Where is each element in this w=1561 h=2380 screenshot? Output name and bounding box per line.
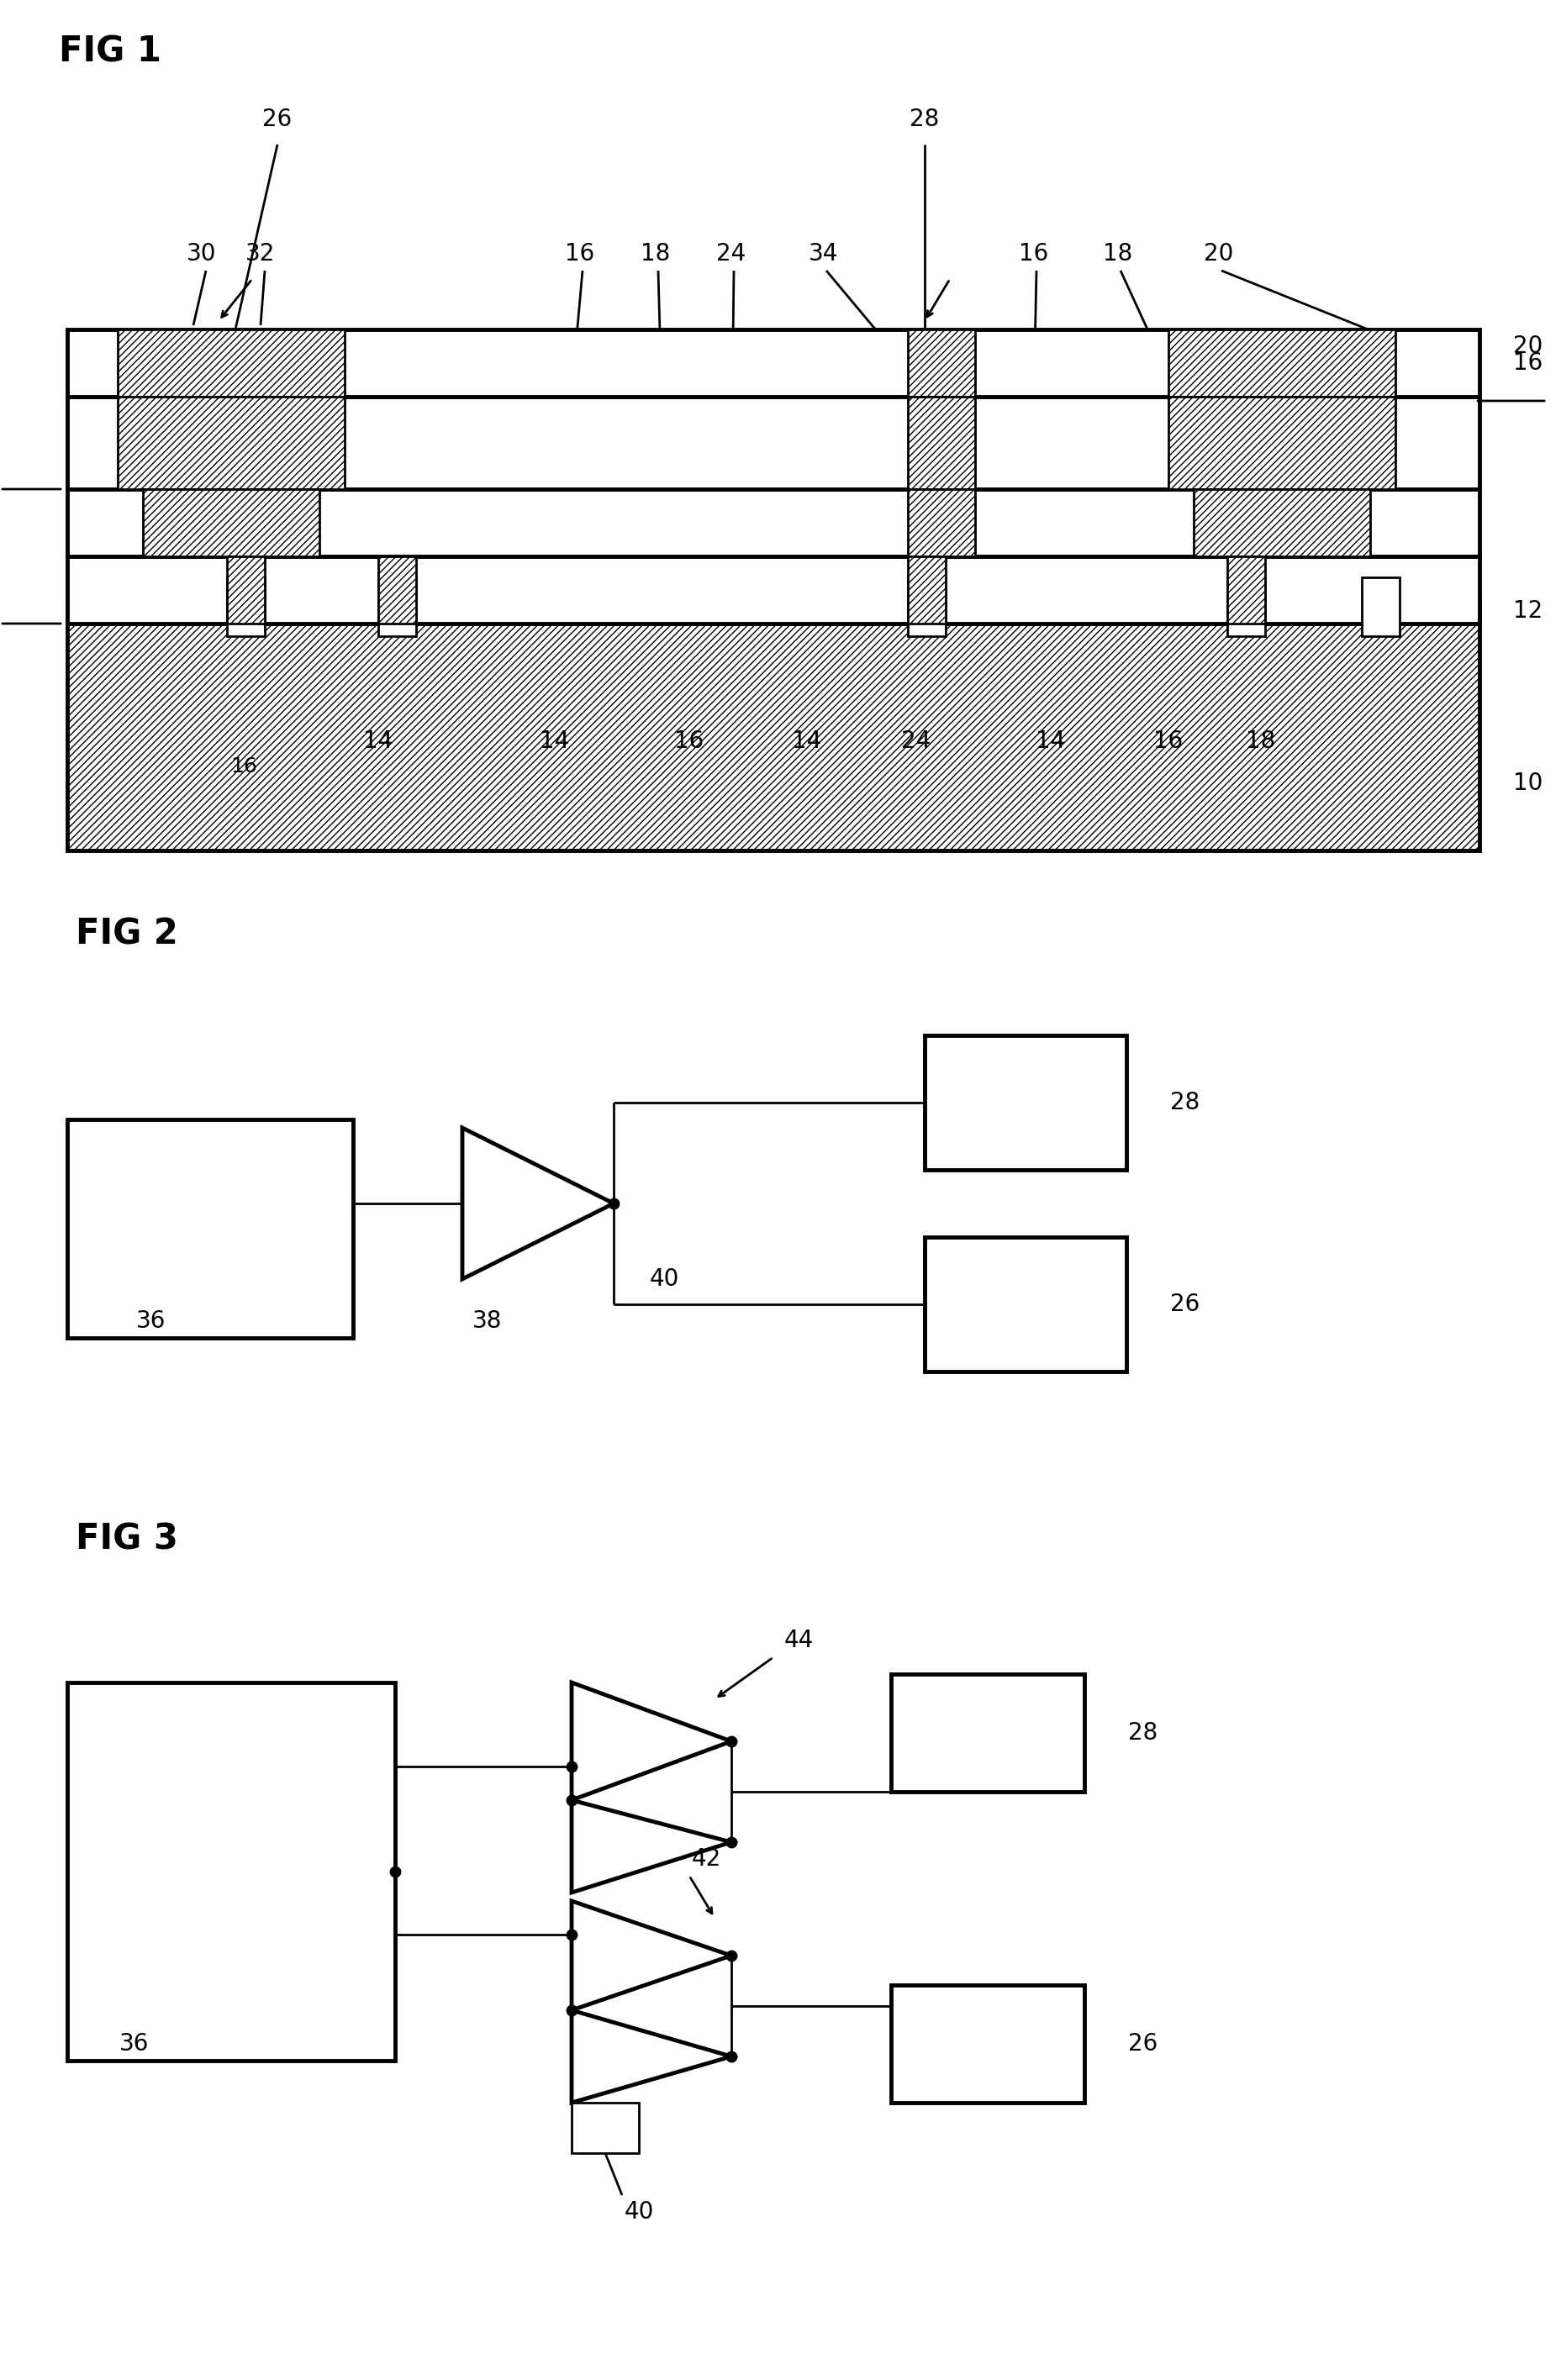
Text: 30: 30 [187,243,217,267]
Bar [67,490,1480,557]
Text: 38: 38 [473,1309,503,1333]
Bar [67,597,1480,624]
Text: 14: 14 [791,728,821,752]
Text: 26: 26 [262,107,292,131]
Bar [909,578,946,635]
Bar [67,1683,395,2061]
Text: 10: 10 [1513,771,1542,795]
Text: 26: 26 [1171,1292,1200,1316]
Bar [571,2102,638,2154]
Text: 20: 20 [1513,336,1542,357]
Text: 16: 16 [674,728,704,752]
Bar [378,578,417,635]
Bar [909,490,976,557]
Text: 16: 16 [231,757,258,776]
Bar [67,1119,353,1338]
Bar [1194,490,1371,557]
Text: 36: 36 [136,1309,165,1333]
Text: FIG 1: FIG 1 [59,33,161,69]
Bar [891,1985,1085,2102]
Polygon shape [571,1902,731,2011]
Bar [117,328,345,397]
Bar [144,490,320,557]
Bar [67,557,1480,624]
Bar [1361,578,1400,635]
Text: 14: 14 [540,728,570,752]
Polygon shape [571,2011,731,2102]
Text: 28: 28 [1129,1721,1158,1745]
Text: 40: 40 [624,2199,654,2223]
Bar [924,1238,1127,1371]
Text: 14: 14 [364,728,393,752]
Text: 16: 16 [565,243,595,267]
Bar [117,397,345,490]
Text: 16: 16 [1154,728,1183,752]
Polygon shape [571,1799,731,1892]
Bar [891,1673,1085,1792]
Bar [1227,578,1264,635]
Text: 16: 16 [1019,243,1049,267]
Bar [909,557,946,624]
Text: 34: 34 [809,243,838,267]
Text: 32: 32 [245,243,275,267]
Polygon shape [462,1128,613,1278]
Text: 28: 28 [910,107,940,131]
Text: 18: 18 [642,243,671,267]
Text: 18: 18 [1104,243,1133,267]
Text: 28: 28 [1171,1090,1200,1114]
Bar [226,578,265,635]
Text: 14: 14 [1037,728,1066,752]
Text: FIG 3: FIG 3 [75,1521,178,1557]
Bar [1169,328,1396,397]
Text: 20: 20 [1204,243,1233,267]
Bar [378,557,417,624]
Text: 18: 18 [1246,728,1275,752]
Bar [1227,557,1264,624]
Bar [1169,397,1396,490]
Text: 36: 36 [120,2033,150,2056]
Polygon shape [571,1683,731,1799]
Bar [226,557,265,624]
Text: 12: 12 [1513,600,1542,624]
Bar [67,624,1480,850]
Text: 16: 16 [1513,352,1542,374]
Text: 44: 44 [784,1628,813,1652]
Bar [909,328,976,397]
Text: 24: 24 [901,728,930,752]
Text: 40: 40 [649,1266,679,1290]
Bar [924,1035,1127,1171]
Bar [909,397,976,490]
Text: 42: 42 [692,1847,721,1871]
Text: 26: 26 [1129,2033,1158,2056]
Text: 24: 24 [716,243,746,267]
Text: FIG 2: FIG 2 [75,916,178,952]
Bar [67,397,1480,490]
Bar [67,328,1480,397]
